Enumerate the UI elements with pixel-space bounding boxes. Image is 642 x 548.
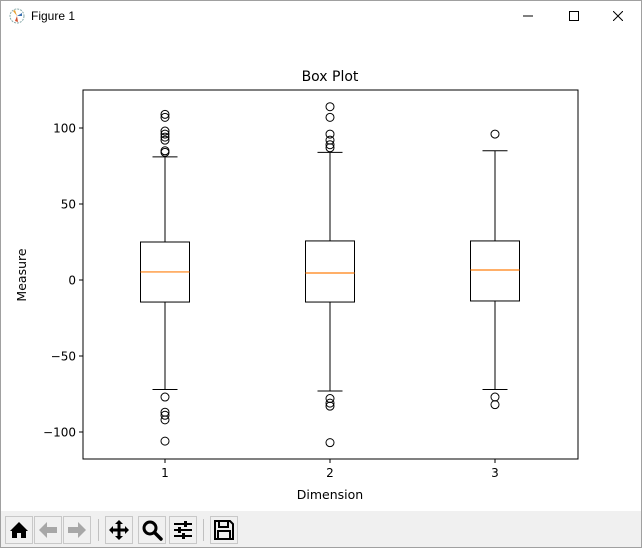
outlier-point <box>160 129 170 139</box>
y-tick-label: 100 <box>53 122 76 136</box>
x-tick-label: 3 <box>491 466 499 480</box>
x-axis-label: Dimension <box>297 487 363 502</box>
matplotlib-logo-icon <box>9 8 25 24</box>
outlier-point <box>325 112 335 122</box>
outlier-point <box>160 436 170 446</box>
x-tick-label: 2 <box>326 466 334 480</box>
y-tick-label: 0 <box>68 274 76 288</box>
title-bar[interactable]: Figure 1 <box>1 1 641 31</box>
move-icon <box>109 520 129 540</box>
box-iqr <box>470 240 520 302</box>
x-axis: 1 2 3 <box>161 459 499 480</box>
forward-button[interactable] <box>63 516 91 544</box>
configure-subplots-button[interactable] <box>169 516 197 544</box>
y-tick-label: −50 <box>51 350 76 364</box>
outlier-point <box>325 140 335 150</box>
outlier-point <box>325 135 335 145</box>
magnifier-icon <box>142 520 163 541</box>
box-series-2 <box>305 102 355 448</box>
arrow-right-icon <box>68 522 86 538</box>
y-tick-label: −100 <box>43 426 76 440</box>
box-series-1 <box>140 109 190 446</box>
outlier-point <box>325 394 335 404</box>
outlier-point <box>160 410 170 420</box>
minimize-icon <box>523 15 533 17</box>
home-icon <box>10 522 28 538</box>
outlier-point <box>325 438 335 448</box>
outlier-point <box>160 112 170 122</box>
save-button[interactable] <box>210 516 238 544</box>
outlier-point <box>160 147 170 157</box>
box-series-3 <box>470 129 520 410</box>
home-button[interactable] <box>5 516 33 544</box>
outlier-point <box>160 392 170 402</box>
y-axis-label: Measure <box>14 248 29 301</box>
minimize-button[interactable] <box>505 1 551 31</box>
floppy-disk-icon <box>214 520 234 540</box>
outlier-point <box>325 398 335 408</box>
outlier-point <box>490 392 500 402</box>
plot-frame <box>82 89 579 460</box>
toolbar-separator <box>203 519 204 541</box>
outlier-point <box>160 132 170 142</box>
outlier-point <box>160 109 170 119</box>
x-tick-label: 1 <box>161 466 169 480</box>
arrow-left-icon <box>39 522 57 538</box>
navigation-toolbar <box>1 511 641 547</box>
window-title: Figure 1 <box>31 9 76 23</box>
outlier-point <box>325 102 335 112</box>
outlier-point <box>325 143 335 153</box>
maximize-button[interactable] <box>551 1 597 31</box>
close-button[interactable] <box>595 1 641 31</box>
maximize-icon <box>569 11 579 21</box>
back-button[interactable] <box>34 516 62 544</box>
outlier-point <box>325 401 335 411</box>
figure-canvas[interactable]: Box Plot −100 −50 0 50 100 1 2 3 Dimension Mea… <box>1 31 641 511</box>
box-iqr <box>305 240 355 303</box>
toolbar-separator <box>98 519 99 541</box>
outlier-point <box>160 415 170 425</box>
chart-title: Box Plot <box>302 69 359 85</box>
outlier-point <box>490 129 500 139</box>
y-tick-label: 50 <box>61 198 76 212</box>
zoom-button[interactable] <box>138 516 166 544</box>
outlier-point <box>490 400 500 410</box>
box-plot-chart: Box Plot −100 −50 0 50 100 1 2 3 Dimension Mea… <box>14 69 579 502</box>
outlier-point <box>160 126 170 136</box>
outlier-point <box>325 129 335 139</box>
y-axis: −100 −50 0 50 100 <box>43 122 83 440</box>
pan-button[interactable] <box>105 516 133 544</box>
close-icon <box>613 11 623 21</box>
outlier-point <box>160 135 170 145</box>
sliders-icon <box>174 521 192 539</box>
